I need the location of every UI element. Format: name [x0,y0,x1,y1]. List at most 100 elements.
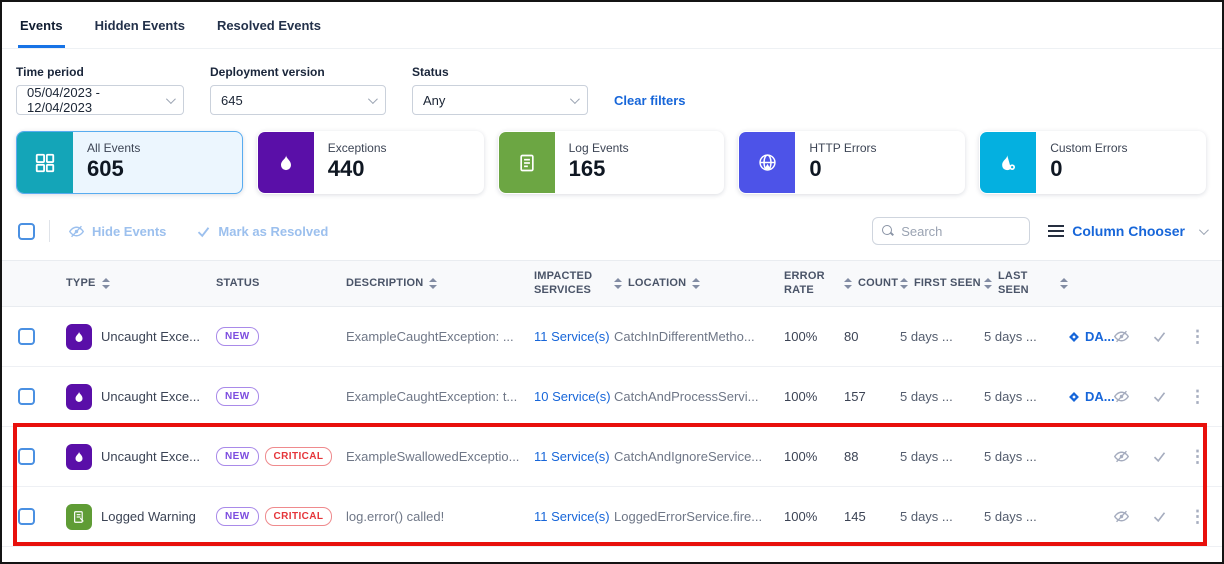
header-last-seen[interactable]: LAST SEEN [984,270,1068,298]
last-seen-cell: 5 days ... [984,509,1037,524]
header-type-label: TYPE [66,276,96,289]
row-checkbox[interactable] [18,328,35,345]
header-type[interactable]: TYPE [66,277,216,291]
card-label: Exceptions [327,141,387,155]
card-exceptions[interactable]: Exceptions 440 [256,131,484,194]
select-all-checkbox[interactable] [18,222,35,240]
count-cell: 157 [844,389,866,404]
mark-resolved-label: Mark as Resolved [218,223,329,239]
header-location[interactable]: LOCATION [614,277,784,291]
status-label: Status [412,65,449,79]
column-chooser-button[interactable]: Column Chooser [1048,223,1209,239]
deployment-version-select[interactable]: 645 [210,85,386,115]
status-badge: NEW [216,387,259,406]
header-description[interactable]: DESCRIPTION [346,277,534,291]
mark-resolved-button[interactable]: Mark as Resolved [196,224,328,239]
sort-icon[interactable] [429,278,437,289]
error-rate-cell: 100% [784,389,818,404]
sort-icon[interactable] [102,278,110,289]
card-value: 0 [1050,156,1063,181]
search-input[interactable] [901,223,1021,239]
card-http-errors[interactable]: HTTP Errors 0 [738,131,966,194]
table-row: Uncaught Exce... NEW CRITICAL ExampleSwa… [2,427,1222,487]
more-options-icon[interactable]: ⋮ [1189,507,1206,526]
resolve-icon[interactable] [1152,329,1167,344]
header-impacted-services[interactable]: IMPACTED SERVICES [534,270,614,298]
custom-error-icon [980,132,1037,193]
impacted-services-link[interactable]: 11 Service(s) [534,509,610,524]
ticket-link[interactable]: DA... [1068,329,1120,344]
more-options-icon[interactable]: ⋮ [1189,387,1206,406]
clear-filters-button[interactable]: Clear filters [614,93,686,108]
count-cell: 80 [844,329,859,344]
hide-events-button[interactable]: Hide Events [68,223,166,240]
resolve-icon[interactable] [1152,509,1167,524]
hide-event-icon[interactable] [1113,448,1130,465]
deployment-version-value: 645 [221,92,243,108]
table-row: Uncaught Exce... NEW ExampleCaughtExcept… [2,367,1222,427]
severity-badge: CRITICAL [264,507,333,526]
sort-icon[interactable] [1060,278,1068,289]
resolve-icon[interactable] [1152,389,1167,404]
hide-event-icon[interactable] [1113,508,1130,525]
impacted-services-link[interactable]: 10 Service(s) [534,389,611,404]
impacted-services-link[interactable]: 11 Service(s) [534,329,610,344]
tab-events[interactable]: Events [18,4,65,48]
hamburger-icon [1048,224,1065,238]
column-chooser-label: Column Chooser [1072,223,1185,239]
description-cell: ExampleCaughtException: ... [346,329,514,344]
status-select[interactable]: Any [412,85,588,115]
header-first-seen[interactable]: FIRST SEEN [900,277,984,291]
location-cell: LoggedErrorService.fire... [614,509,763,524]
hide-events-label: Hide Events [92,223,167,239]
card-value: 605 [87,156,124,181]
count-cell: 88 [844,449,859,464]
header-location-label: LOCATION [628,276,687,289]
more-options-icon[interactable]: ⋮ [1189,447,1206,466]
card-all-events[interactable]: All Events 605 [16,131,243,194]
status-value: Any [423,92,446,108]
filters-bar: Time period 05/04/2023 - 12/04/2023 Depl… [2,49,1222,121]
card-value: 440 [327,156,365,181]
location-cell: CatchInDifferentMetho... [614,329,755,344]
tab-resolved-events[interactable]: Resolved Events [216,18,321,33]
exception-type-icon [66,443,92,470]
impacted-services-link[interactable]: 11 Service(s) [534,449,610,464]
hide-event-icon[interactable] [1113,388,1130,405]
sort-icon[interactable] [844,278,852,289]
header-count-label: COUNT [858,276,899,289]
card-label: All Events [87,141,141,155]
status-badge: NEW [216,327,259,346]
sort-icon[interactable] [984,278,992,289]
exception-type-icon [66,383,92,410]
resolve-icon[interactable] [1152,449,1167,464]
sort-icon[interactable] [692,278,700,289]
row-checkbox[interactable] [18,508,35,525]
header-count[interactable]: COUNT [844,277,900,291]
row-checkbox[interactable] [18,388,35,405]
grid-icon [17,132,73,193]
more-options-icon[interactable]: ⋮ [1189,327,1206,346]
deployment-version-filter: Deployment version 645 [210,65,386,115]
card-log-events[interactable]: Log Events 165 [497,131,725,194]
summary-cards: All Events 605 Exceptions 440 [16,131,1206,194]
header-error-rate[interactable]: ERROR RATE [784,270,844,298]
time-period-label: Time period [16,65,84,79]
jira-diamond-icon [1069,391,1079,402]
time-period-select[interactable]: 05/04/2023 - 12/04/2023 [16,85,184,115]
hide-event-icon[interactable] [1113,328,1130,345]
tab-hidden-events[interactable]: Hidden Events [94,18,185,33]
document-icon [498,132,555,193]
search-icon [882,225,894,237]
sort-icon[interactable] [900,278,908,289]
card-custom-errors[interactable]: Custom Errors 0 [979,131,1206,194]
count-cell: 145 [844,509,866,524]
ticket-link[interactable]: DA... [1068,389,1120,404]
error-rate-cell: 100% [784,329,818,344]
sort-icon[interactable] [614,278,622,289]
row-checkbox[interactable] [18,448,35,465]
table-header: TYPE STATUS DESCRIPTION IMPACTED SERVICE… [2,260,1222,307]
header-status[interactable]: STATUS [216,277,346,291]
error-rate-cell: 100% [784,449,818,464]
